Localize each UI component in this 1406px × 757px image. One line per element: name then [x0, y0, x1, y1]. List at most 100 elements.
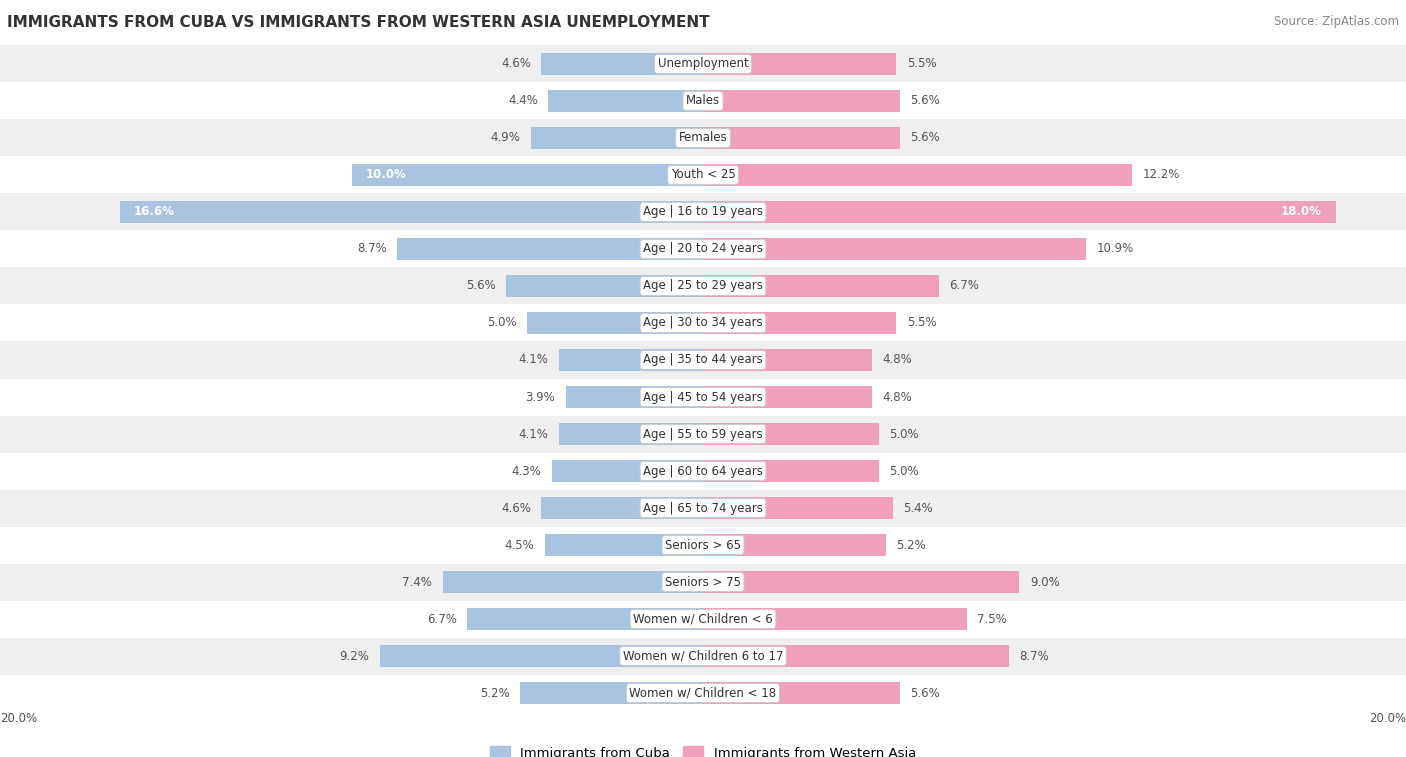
- Bar: [0, 120, 1406, 157]
- Text: Age | 60 to 64 years: Age | 60 to 64 years: [643, 465, 763, 478]
- Text: 4.5%: 4.5%: [505, 538, 534, 552]
- Bar: [0, 230, 1406, 267]
- Text: 8.7%: 8.7%: [1019, 650, 1049, 662]
- Text: 4.1%: 4.1%: [519, 428, 548, 441]
- Bar: [120, 201, 703, 223]
- Bar: [527, 312, 703, 334]
- Text: Age | 55 to 59 years: Age | 55 to 59 years: [643, 428, 763, 441]
- Bar: [703, 238, 1087, 260]
- Bar: [541, 497, 703, 519]
- Bar: [0, 267, 1406, 304]
- Text: IMMIGRANTS FROM CUBA VS IMMIGRANTS FROM WESTERN ASIA UNEMPLOYMENT: IMMIGRANTS FROM CUBA VS IMMIGRANTS FROM …: [7, 15, 710, 30]
- Text: 5.5%: 5.5%: [907, 316, 936, 329]
- Text: Age | 35 to 44 years: Age | 35 to 44 years: [643, 354, 763, 366]
- Text: 4.1%: 4.1%: [519, 354, 548, 366]
- Text: 8.7%: 8.7%: [357, 242, 387, 255]
- Text: Age | 20 to 24 years: Age | 20 to 24 years: [643, 242, 763, 255]
- Bar: [0, 637, 1406, 674]
- Text: 5.5%: 5.5%: [907, 58, 936, 70]
- Text: 9.0%: 9.0%: [1029, 575, 1060, 588]
- Bar: [0, 304, 1406, 341]
- Text: Age | 45 to 54 years: Age | 45 to 54 years: [643, 391, 763, 403]
- Bar: [703, 201, 1336, 223]
- Text: 4.6%: 4.6%: [501, 58, 531, 70]
- Bar: [0, 563, 1406, 600]
- Bar: [703, 682, 900, 704]
- Text: 5.6%: 5.6%: [911, 95, 941, 107]
- Bar: [0, 341, 1406, 378]
- Text: Source: ZipAtlas.com: Source: ZipAtlas.com: [1274, 15, 1399, 28]
- Bar: [703, 460, 879, 482]
- Bar: [703, 312, 897, 334]
- Bar: [703, 608, 967, 630]
- Bar: [380, 645, 703, 667]
- Text: 4.6%: 4.6%: [501, 502, 531, 515]
- Text: Youth < 25: Youth < 25: [671, 169, 735, 182]
- Bar: [352, 164, 703, 186]
- Text: 4.3%: 4.3%: [512, 465, 541, 478]
- Text: 12.2%: 12.2%: [1142, 169, 1180, 182]
- Bar: [0, 600, 1406, 637]
- Bar: [0, 83, 1406, 120]
- Bar: [551, 460, 703, 482]
- Bar: [531, 127, 703, 149]
- Legend: Immigrants from Cuba, Immigrants from Western Asia: Immigrants from Cuba, Immigrants from We…: [485, 741, 921, 757]
- Text: 10.9%: 10.9%: [1097, 242, 1133, 255]
- Text: Seniors > 75: Seniors > 75: [665, 575, 741, 588]
- Bar: [546, 534, 703, 556]
- Bar: [0, 674, 1406, 712]
- Bar: [703, 386, 872, 408]
- Bar: [520, 682, 703, 704]
- Bar: [0, 490, 1406, 527]
- Bar: [703, 349, 872, 371]
- Bar: [565, 386, 703, 408]
- Text: 20.0%: 20.0%: [1369, 712, 1406, 724]
- Text: Unemployment: Unemployment: [658, 58, 748, 70]
- Bar: [467, 608, 703, 630]
- Bar: [0, 194, 1406, 230]
- Text: Women w/ Children < 6: Women w/ Children < 6: [633, 612, 773, 625]
- Bar: [703, 127, 900, 149]
- Text: 4.9%: 4.9%: [491, 132, 520, 145]
- Text: 4.4%: 4.4%: [508, 95, 537, 107]
- Text: 5.4%: 5.4%: [904, 502, 934, 515]
- Bar: [0, 527, 1406, 563]
- Text: 5.2%: 5.2%: [897, 538, 927, 552]
- Text: Males: Males: [686, 95, 720, 107]
- Text: 9.2%: 9.2%: [339, 650, 368, 662]
- Text: 16.6%: 16.6%: [134, 205, 174, 219]
- Bar: [703, 53, 897, 75]
- Bar: [443, 571, 703, 593]
- Text: Age | 65 to 74 years: Age | 65 to 74 years: [643, 502, 763, 515]
- Text: Age | 30 to 34 years: Age | 30 to 34 years: [643, 316, 763, 329]
- Text: 7.5%: 7.5%: [977, 612, 1007, 625]
- Text: 5.6%: 5.6%: [911, 132, 941, 145]
- Text: Seniors > 65: Seniors > 65: [665, 538, 741, 552]
- Bar: [0, 416, 1406, 453]
- Bar: [398, 238, 703, 260]
- Text: 7.4%: 7.4%: [402, 575, 433, 588]
- Text: 5.0%: 5.0%: [486, 316, 517, 329]
- Bar: [703, 571, 1019, 593]
- Bar: [541, 53, 703, 75]
- Bar: [703, 90, 900, 112]
- Bar: [703, 423, 879, 445]
- Text: 5.6%: 5.6%: [465, 279, 496, 292]
- Bar: [703, 534, 886, 556]
- Bar: [703, 497, 893, 519]
- Text: Age | 25 to 29 years: Age | 25 to 29 years: [643, 279, 763, 292]
- Text: 6.7%: 6.7%: [427, 612, 457, 625]
- Text: 4.8%: 4.8%: [883, 391, 912, 403]
- Text: Women w/ Children < 18: Women w/ Children < 18: [630, 687, 776, 699]
- Bar: [703, 275, 939, 297]
- Text: 10.0%: 10.0%: [366, 169, 406, 182]
- Text: Females: Females: [679, 132, 727, 145]
- Text: 5.6%: 5.6%: [911, 687, 941, 699]
- Bar: [0, 453, 1406, 490]
- Text: 6.7%: 6.7%: [949, 279, 979, 292]
- Text: 5.0%: 5.0%: [889, 465, 920, 478]
- Bar: [0, 45, 1406, 83]
- Text: 20.0%: 20.0%: [0, 712, 37, 724]
- Bar: [703, 645, 1010, 667]
- Text: Women w/ Children 6 to 17: Women w/ Children 6 to 17: [623, 650, 783, 662]
